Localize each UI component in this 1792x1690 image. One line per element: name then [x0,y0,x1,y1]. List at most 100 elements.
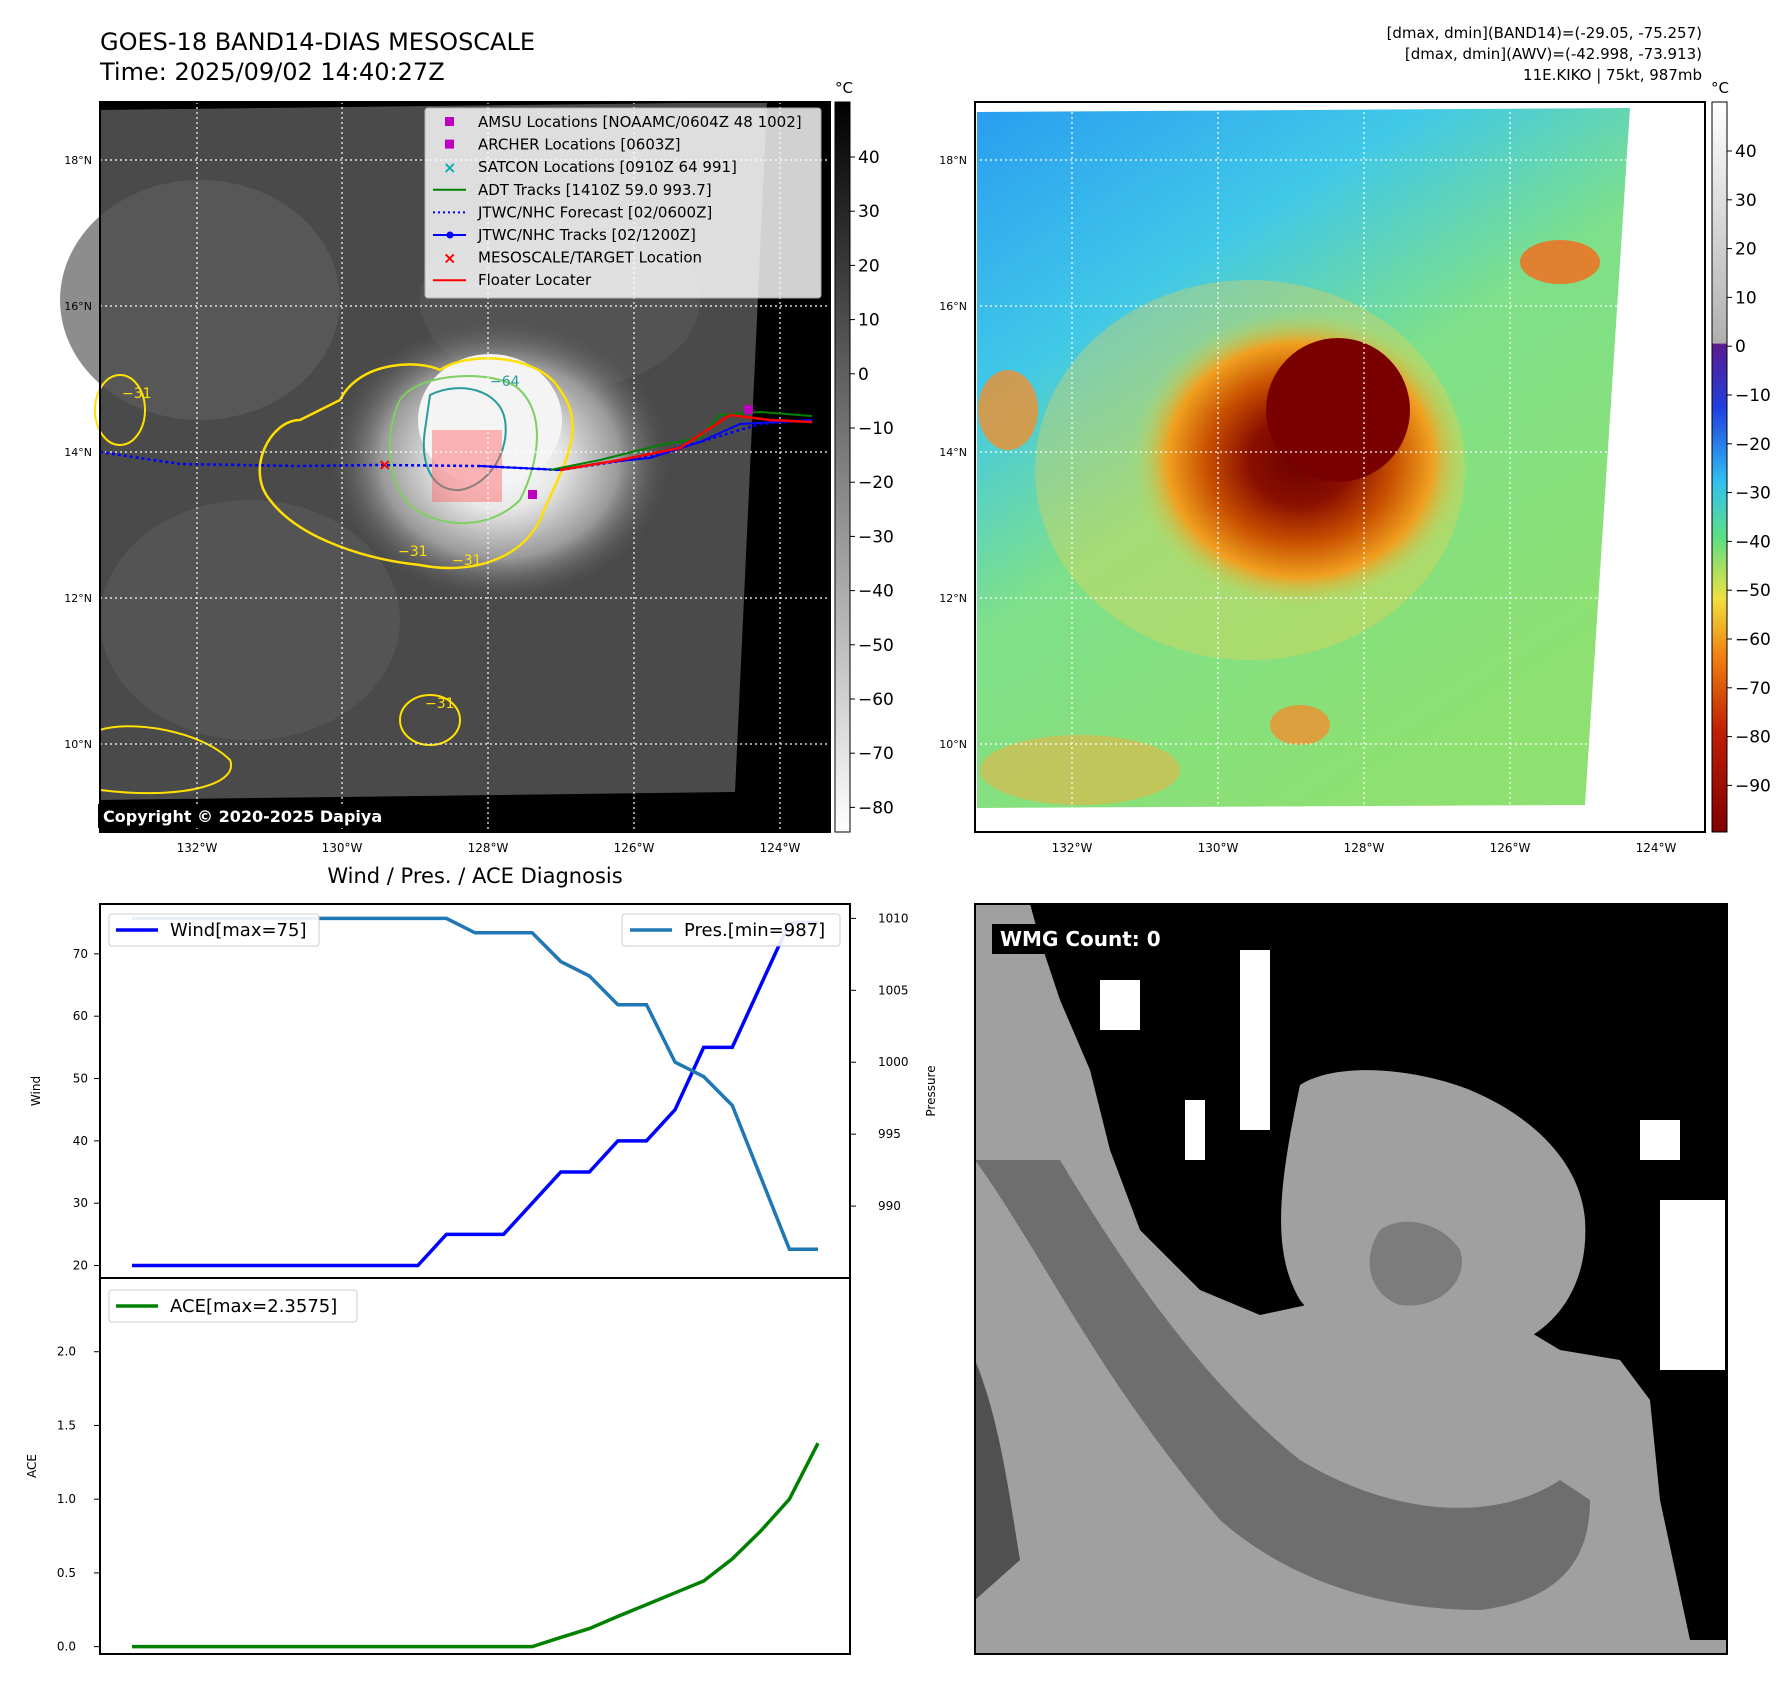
pressure-axis-label: Pressure [924,1065,938,1116]
colorbar-tick: −90 [1735,776,1771,796]
ace-legend: ACE[max=2.3575] [108,1289,358,1323]
legend-label: MESOSCALE/TARGET Location [478,249,702,267]
ace-tick: 0.5 [57,1566,76,1580]
colorbar-tick: −70 [858,744,894,764]
lon-label: 132°W [177,841,218,855]
info-line-2: [dmax, dmin](AWV)=(-42.998, -73.913) [1405,45,1702,63]
legend-label: AMSU Locations [NOAAMC/0604Z 48 1002] [478,113,802,131]
lat-label: 16°N [64,300,92,313]
wmg-panel: WMG Count: 0 [974,903,1728,1655]
legend-marker-dot [446,231,454,239]
legend-label: ADT Tracks [1410Z 59.0 993.7] [478,181,712,199]
ace-tick: 1.5 [57,1418,76,1432]
dias-gridlines [975,102,1705,832]
pressure-tick: 995 [878,1127,901,1141]
wind-legend: Wind[max=75] [108,913,320,947]
wmg-eye-region [1281,1070,1586,1356]
figure-time: Time: 2025/09/02 14:40:27Z [99,58,445,86]
lat-label: 12°N [64,592,92,605]
ace-axis-label: ACE [25,1454,39,1478]
lon-label: 126°W [1490,841,1531,855]
wind-tick: 50 [73,1072,88,1086]
dias-map-panel [974,101,1706,833]
colorbar-tick: 0 [858,365,869,385]
lon-label: 126°W [614,841,655,855]
colorbar-tick: −50 [858,636,894,656]
colorbar-tick: −70 [1735,679,1771,699]
lon-label: 132°W [1052,841,1093,855]
colorbar-tick: −30 [858,527,894,547]
wind-axis-label: Wind [29,1076,43,1106]
lat-label: 12°N [939,592,967,605]
colorbar-tick: 20 [1735,240,1757,260]
target-marker: × [378,455,391,474]
lat-label: 14°N [939,446,967,459]
colorbar-tick: 0 [1735,337,1746,357]
cold-contour-outer [258,357,574,570]
lat-label: 10°N [939,738,967,751]
lat-label: 18°N [64,154,92,167]
pressure-tick: 1005 [878,983,909,997]
diagnosis-title: Wind / Pres. / ACE Diagnosis [327,864,622,888]
legend-item: Floater Locater [433,271,592,289]
colorbar-tick: 40 [858,148,880,168]
legend-label: JTWC/NHC Tracks [02/1200Z] [477,226,696,244]
lon-label: 124°W [760,841,801,855]
pressure-tick: 1010 [878,911,909,925]
wmg-count-label: WMG Count: 0 [1000,927,1161,951]
ir-colorbar-unit: °C [835,79,853,97]
wind-pressure-chart: Wind Pressure 20 30 40 50 60 70 990 995 1000 100… [29,903,938,1279]
figure-title: GOES-18 BAND14-DIAS MESOSCALE [100,28,535,56]
ace-tick: 1.0 [57,1492,76,1506]
legend-label: Floater Locater [478,271,592,289]
colorbar-tick: 40 [1735,142,1757,162]
cold-contour-inner [388,375,538,525]
legend-label: ARCHER Locations [0603Z] [478,136,681,154]
colorbar-tick: −60 [1735,630,1771,650]
cold-contour-core [422,387,507,492]
lon-label: 130°W [1198,841,1239,855]
adt-track [549,410,813,471]
pressure-tick: 990 [878,1199,901,1213]
wind-tick: 30 [73,1196,88,1210]
wind-legend-label: Wind[max=75] [170,920,307,941]
lat-label: 18°N [939,154,967,167]
legend-marker [445,139,454,149]
legend-item: JTWC/NHC Tracks [02/1200Z] [433,226,696,244]
copyright-label: Copyright © 2020-2025 Dapiya [103,807,382,826]
legend-label: SATCON Locations [0910Z 64 991] [478,158,737,176]
ace-tick: 2.0 [57,1345,76,1359]
ace-tick: 0.0 [57,1640,76,1654]
floater-track [559,413,813,472]
colorbar-tick: −30 [1735,484,1771,504]
pressure-legend-label: Pres.[min=987] [684,920,825,941]
colorbar-tick: −20 [858,473,894,493]
lon-label: 124°W [1636,841,1677,855]
pressure-legend: Pres.[min=987] [621,913,841,947]
wind-tick: 70 [73,947,88,961]
colorbar-tick: 10 [858,311,880,331]
info-line-3: 11E.KIKO | 75kt, 987mb [1523,66,1702,84]
colorbar-tick: −80 [1735,728,1771,748]
ace-chart: ACE 0.0 0.5 1.0 1.5 2.0 ACE[max=2.3575] [25,1277,851,1655]
colorbar-tick: 20 [858,256,880,276]
colorbar-tick: −10 [1735,386,1771,406]
lon-label: 130°W [322,841,363,855]
legend-item: × SATCON Locations [0910Z 64 991] [443,158,737,177]
contour-label-5: −31 [122,386,152,402]
wind-tick: 20 [73,1259,88,1273]
wmg-dark-band [975,1160,1590,1610]
legend-item: AMSU Locations [NOAAMC/0604Z 48 1002] [445,113,802,131]
colorbar-tick: −20 [1735,435,1771,455]
lat-label: 14°N [64,446,92,459]
info-line-1: [dmax, dmin](BAND14)=(-29.05, -75.257) [1387,24,1702,42]
legend-box: AMSU Locations [NOAAMC/0604Z 48 1002] ARC… [424,107,822,299]
contour-label-2: −31 [398,544,428,560]
legend-item: ADT Tracks [1410Z 59.0 993.7] [433,181,712,199]
contour-label-1: −64 [490,374,520,390]
colorbar-tick: −40 [858,582,894,602]
legend-item: × MESOSCALE/TARGET Location [443,249,702,268]
ir-map-panel: −64 −31 −31 −31 −31 × AMSU L [60,101,831,833]
lat-label: 10°N [64,738,92,751]
colorbar-tick: −60 [858,690,894,710]
